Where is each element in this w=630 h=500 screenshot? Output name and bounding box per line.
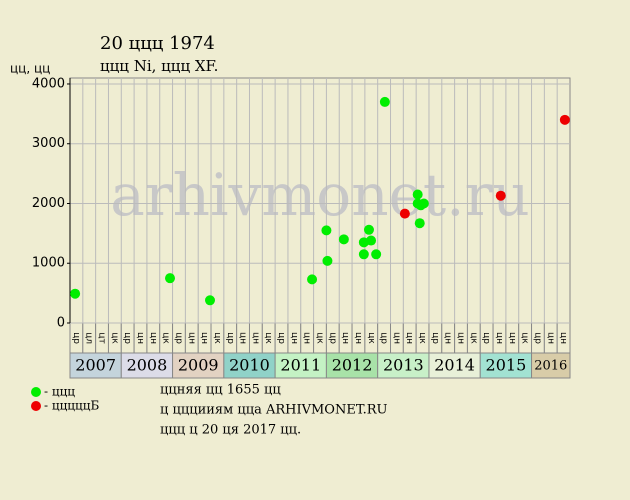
- point: [307, 274, 318, 285]
- footer-text: ццняя цц 1655 цц: [160, 383, 281, 398]
- point: [321, 225, 332, 236]
- legend-marker: [31, 401, 41, 411]
- legend-label: - ццц: [44, 385, 75, 399]
- quarter-label: цн: [404, 332, 414, 344]
- year-label: 2011: [280, 356, 321, 375]
- quarter-label: цн: [289, 332, 299, 344]
- footer-text: ццц ц 20 ця 2017 цц.: [160, 423, 301, 438]
- year-band: [428, 352, 481, 379]
- year-label: 2012: [332, 356, 373, 375]
- quarter-label: цр: [327, 332, 337, 344]
- quarter-label: цр: [173, 332, 183, 344]
- year-label: 2008: [127, 356, 168, 375]
- year-label: 2015: [486, 356, 527, 375]
- quarter-label: цн: [353, 332, 363, 344]
- quarter-label: цк: [417, 332, 427, 344]
- point: [338, 234, 349, 245]
- chart-title: 20 ццц 1974: [100, 33, 215, 54]
- quarter-label: цк: [366, 332, 376, 344]
- quarter-label: цр: [71, 332, 81, 344]
- quarter-label: цн: [302, 332, 312, 344]
- point: [418, 198, 429, 209]
- year-label: 2016: [534, 359, 567, 374]
- year-label: 2010: [229, 356, 270, 375]
- y-tick-label: 2000: [32, 196, 65, 211]
- point: [363, 224, 374, 235]
- point: [414, 218, 425, 229]
- footer-text: ц цццииям ццa ARHIVMONET.RU: [160, 403, 387, 418]
- quarter-label: цн: [340, 332, 350, 344]
- y-tick-label: 3000: [32, 136, 65, 151]
- point: [495, 190, 506, 201]
- year-band: [69, 352, 122, 379]
- quarter-label: цн: [135, 332, 145, 344]
- watermark: arhivmonet.ru: [110, 161, 529, 229]
- quarter-label: цн: [507, 332, 517, 344]
- year-label: 2013: [383, 356, 424, 375]
- year-band: [531, 352, 571, 379]
- quarter-label: цр: [276, 332, 286, 344]
- quarter-label: цк: [315, 332, 325, 344]
- year-band: [377, 352, 430, 379]
- quarter-label: цн: [494, 332, 504, 344]
- quarter-label: цр: [225, 332, 235, 344]
- legend-marker: [31, 387, 41, 397]
- quarter-label: цн: [250, 332, 260, 344]
- quarter-label: цн: [558, 332, 568, 344]
- quarter-label: цн: [238, 332, 248, 344]
- quarter-label: цк: [109, 332, 119, 344]
- point: [322, 255, 333, 266]
- quarter-label: цр: [430, 332, 440, 344]
- quarter-label: цн: [545, 332, 555, 344]
- point: [165, 273, 175, 284]
- point: [379, 96, 390, 107]
- point: [412, 189, 423, 200]
- quarter-label: цр: [481, 332, 491, 344]
- point: [371, 249, 382, 260]
- point: [366, 235, 377, 246]
- quarter-label: цн: [186, 332, 196, 344]
- quarter-label: цн: [443, 332, 453, 344]
- point: [205, 295, 215, 306]
- quarter-label: цр: [532, 332, 542, 344]
- y-tick-label: 1000: [32, 256, 65, 271]
- plot-area: [69, 77, 571, 324]
- year-band: [120, 352, 174, 379]
- y-axis-label: цц, цц: [10, 62, 50, 76]
- point: [70, 288, 81, 299]
- quarter-label: цн: [148, 332, 158, 344]
- quarter-label: цк: [468, 332, 478, 344]
- quarter-label: цн: [456, 332, 466, 344]
- chart-subtitle: ццц Ni, ццц XF.: [100, 57, 218, 75]
- point: [358, 249, 369, 260]
- quarter-label: цн: [199, 332, 209, 344]
- quarter-label: цк: [161, 332, 171, 344]
- legend-label: - цццццБ: [44, 399, 99, 413]
- quarter-label: цк: [263, 332, 273, 344]
- quarter-label: цк: [212, 332, 222, 344]
- quarter-label: цн: [391, 332, 401, 344]
- year-band: [172, 352, 225, 379]
- quarter-label: цр: [379, 332, 389, 344]
- year-label: 2014: [434, 356, 475, 375]
- quarter-label: цк: [520, 332, 530, 344]
- point: [559, 114, 570, 125]
- y-tick-label: 0: [57, 316, 65, 331]
- quarter-label: цт: [97, 332, 107, 343]
- y-tick-label: 4000: [32, 76, 65, 91]
- quarter-label: цл: [84, 332, 94, 344]
- quarter-label: цр: [122, 332, 132, 344]
- year-band: [223, 352, 276, 379]
- year-label: 2007: [75, 356, 116, 375]
- point: [399, 208, 410, 219]
- year-label: 2009: [178, 356, 219, 375]
